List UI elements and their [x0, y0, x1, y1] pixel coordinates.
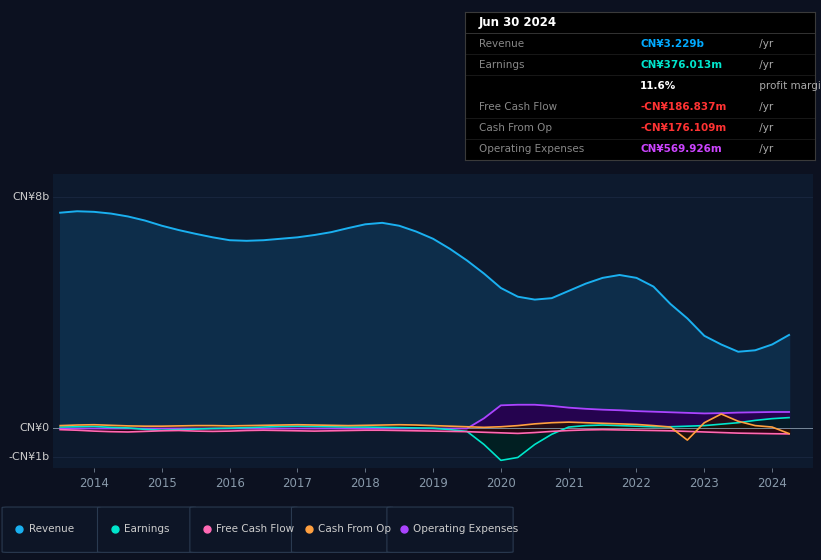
FancyBboxPatch shape: [291, 507, 393, 552]
FancyBboxPatch shape: [387, 507, 513, 552]
Text: Free Cash Flow: Free Cash Flow: [479, 102, 557, 112]
Text: -CN¥186.837m: -CN¥186.837m: [640, 102, 727, 112]
Text: -CN¥176.109m: -CN¥176.109m: [640, 123, 727, 133]
Text: CN¥0: CN¥0: [19, 423, 49, 433]
FancyBboxPatch shape: [2, 507, 101, 552]
Text: CN¥8b: CN¥8b: [12, 192, 49, 202]
Text: /yr: /yr: [755, 123, 773, 133]
Text: Cash From Op: Cash From Op: [318, 524, 391, 534]
Text: Revenue: Revenue: [29, 524, 74, 534]
Text: Jun 30 2024: Jun 30 2024: [479, 16, 557, 29]
FancyBboxPatch shape: [190, 507, 297, 552]
Text: Free Cash Flow: Free Cash Flow: [217, 524, 295, 534]
Text: Earnings: Earnings: [479, 60, 525, 70]
Text: CN¥569.926m: CN¥569.926m: [640, 144, 722, 155]
Text: Earnings: Earnings: [124, 524, 169, 534]
Text: profit margin: profit margin: [755, 81, 821, 91]
Text: Cash From Op: Cash From Op: [479, 123, 552, 133]
Text: /yr: /yr: [755, 102, 773, 112]
Text: /yr: /yr: [755, 144, 773, 155]
Text: Revenue: Revenue: [479, 39, 524, 49]
Text: Operating Expenses: Operating Expenses: [479, 144, 585, 155]
Text: Operating Expenses: Operating Expenses: [414, 524, 519, 534]
Text: CN¥3.229b: CN¥3.229b: [640, 39, 704, 49]
Text: /yr: /yr: [755, 39, 773, 49]
Text: -CN¥1b: -CN¥1b: [8, 452, 49, 463]
FancyBboxPatch shape: [98, 507, 196, 552]
Text: /yr: /yr: [755, 60, 773, 70]
Text: CN¥376.013m: CN¥376.013m: [640, 60, 722, 70]
Text: 11.6%: 11.6%: [640, 81, 677, 91]
